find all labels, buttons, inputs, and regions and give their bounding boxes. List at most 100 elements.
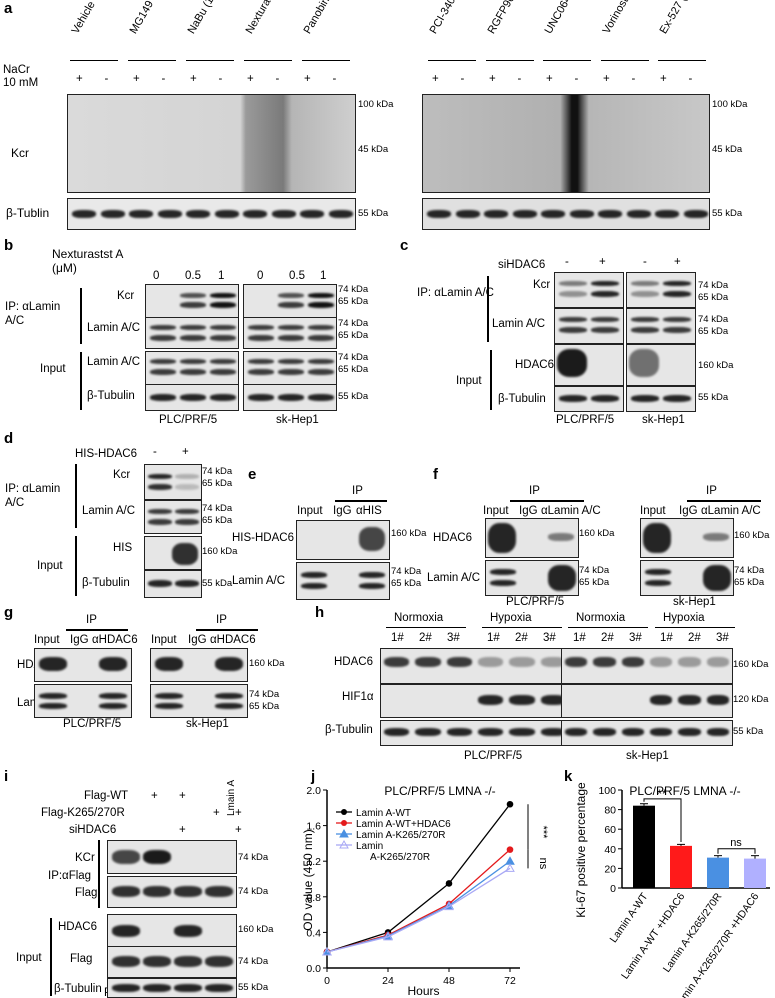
panel-h-plc-b0-l3 [478,657,504,667]
panel-b-row-lamin-input: Lamin A/C [87,356,141,368]
panel-a-left-group-line-4 [302,60,350,61]
panel-b-plc-b1-l0-t [150,325,176,330]
panel-a-right-group-line-4 [658,60,706,61]
panel-c-row-tubulin: β-Tubulin [498,393,546,405]
panel-g-skhep-lamin-ip-b [215,703,243,709]
panel-g-lane-ahdac6: αHDAC6 [92,634,138,646]
panel-h-skhep-b2-l4 [678,728,701,736]
panel-c-plc-b2-l0 [557,349,587,377]
panel-i-row-hdac6: HDAC6 [58,921,97,933]
panel-h-skhep-row-1 [561,684,733,718]
panel-f-kda-65-a: 65 kDa [579,577,610,588]
panel-a-right-tub-band-8 [655,210,679,218]
panel-b-dose-5: 1 [320,270,327,282]
panel-h-rep-plc-hypoxia-1: 2# [515,632,528,644]
panel-b-plc-row-0 [145,284,239,318]
panel-c-treatment: siHDAC6 [498,259,546,271]
panel-b-skhep-b1-l1-t [278,325,304,330]
panel-b-drug-label: Nexturastst A (μM) [52,247,123,275]
panel-a-right-group-line-3 [601,60,649,61]
panel-c-skhep-b0-l0-t [631,281,659,286]
panel-c-skhep-row-2 [626,344,696,386]
panel-h-skhep-b2-l0 [565,728,588,736]
panel-e-ip: IP [352,485,363,497]
panel-h-cond-line-plc-normoxia [386,627,466,628]
panel-j-legend-marker-3 [339,839,349,849]
panel-a-right-tub-band-9 [683,210,708,218]
panel-c-kda-160: 160 kDa [698,360,734,371]
panel-h-skhep-b0-l0 [565,657,588,667]
panel-c-skhep-b3-l0 [631,395,659,402]
panel-b-plc-b2-l2-b [210,369,236,375]
panel-h-rep-plc-hypoxia-2: 3# [543,632,556,644]
panel-f-label: f [433,466,438,483]
panel-i-cond-mut: Flag-K265/270R [41,807,125,819]
panel-a-left-sign-5: - [218,73,223,85]
panel-i-ip-bracket [98,840,100,908]
panel-e-blot-lamin [296,562,390,600]
panel-c-skhep-b1-l1-b [663,327,691,333]
panel-b-dose-0: 0 [153,270,160,282]
panel-i-label: i [4,768,9,785]
panel-d-kda-65-b: 65 kDa [202,515,233,526]
panel-j-point-2-1 [383,930,393,940]
panel-f-cell-skhep: sk-Hep1 [673,596,716,608]
panel-a-left-tub-band-2 [129,210,153,218]
panel-c-plc-row-2 [554,344,624,386]
panel-c-skhep-b1-l1-t [663,317,691,322]
panel-j-xlabel: Hours [407,984,439,998]
panel-a-left-sign-9: - [332,73,337,85]
panel-e-kda-74: 74 kDa [391,566,422,577]
panel-h-skhep-b1-l5 [706,695,729,705]
panel-d-row-tubulin: β-Tubulin [82,577,130,589]
panel-g-lane-input: Input [34,634,60,646]
panel-h-plc-row-0 [380,648,570,684]
panel-h-skhep-b0-l4 [678,657,701,667]
panel-i-input-label: Input [16,952,42,964]
panel-e-lamin-l0-t [301,572,327,578]
panel-f-ip-line [510,500,584,502]
panel-a-right-sign-6: + [603,73,610,85]
panel-c-plc-b0-l1-b [591,291,619,297]
panel-e-lane-ahis: αHIS [356,505,382,517]
panel-k-sig-2: ns [730,837,742,849]
panel-h-plc-b0-l4 [509,657,535,667]
panel-h-skhep-b1-l4 [678,695,701,705]
panel-d-input-label: Input [37,560,63,572]
panel-a-right-tub-band-3 [512,210,537,218]
panel-f-kda-65-b: 65 kDa [734,577,765,588]
panel-h-kda-55: 55 kDa [733,726,764,737]
panel-b-skhep-b1-l0-b [248,335,274,341]
panel-k-sig-bracket-2 [717,848,756,854]
panel-h-skhep-b1-l3 [650,695,673,705]
panel-i-sign-wt-1: + [179,790,186,802]
panel-a-right-tub-band-4 [541,210,565,218]
panel-j-series-line-2 [326,860,511,953]
panel-b-plc-b1-l0-b [150,335,176,341]
panel-j-point-3-3 [505,863,515,872]
panel-j-ytick-label-5: 2.0 [306,785,321,797]
panel-h-skhep-b0-l3 [650,657,673,667]
panel-f-skhep-lamin [640,560,734,596]
panel-c-skhep-b0-l0-b [631,291,659,297]
panel-b-skhep-b2-l1-b [278,369,304,375]
panel-b-skhep-b2-l0-b [248,369,274,375]
panel-j-point-0-1 [384,929,392,936]
panel-a-label: a [4,0,13,17]
panel-a-left-tub-band-8 [300,210,324,218]
panel-i-kda-160: 160 kDa [238,924,274,935]
panel-j-point-3-1 [383,931,393,941]
panel-c-skhep-b2-l0 [629,349,659,377]
panel-i-row-1 [107,876,237,908]
panel-a-right-group-line-0 [428,60,476,61]
panel-j-point-1-1 [384,931,392,939]
panel-g-skhep-lamin-in-b [155,703,183,709]
panel-h-cond-line-plc-hypoxia [482,627,562,628]
panel-i-b3-l3 [205,956,233,967]
panel-h-cond-plc-normoxia: Normoxia [394,612,444,624]
panel-e-lane-igg: IgG [333,505,352,517]
panel-g-skhep-hdac6 [150,648,248,682]
panel-k-ytick-label-2: 40 [604,844,616,856]
panel-f-lane-igg: IgG [519,505,538,517]
panel-i-row-flag-ip: Flag [75,887,98,899]
